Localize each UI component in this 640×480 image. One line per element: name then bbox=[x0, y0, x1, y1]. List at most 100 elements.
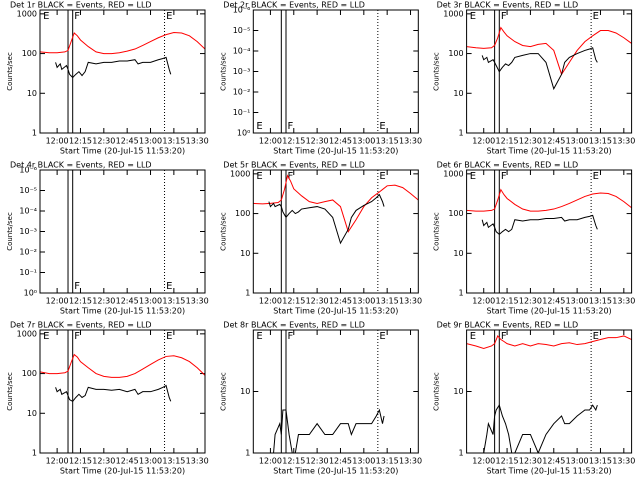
y-tick-label: 100 bbox=[448, 209, 463, 218]
y-tick-label: 1000 bbox=[443, 9, 463, 18]
annotation: E bbox=[43, 331, 49, 342]
plot-frame bbox=[466, 329, 633, 454]
annotation: E bbox=[379, 171, 385, 182]
x-tick-label: 12:30 bbox=[92, 457, 115, 466]
y-tick-label: 1 bbox=[459, 449, 464, 458]
plot-frame bbox=[466, 169, 633, 294]
x-tick-label: 13:30 bbox=[612, 137, 635, 146]
x-axis-label: Start Time (20-Jul-15 11:53:20) bbox=[273, 467, 398, 476]
x-tick-label: 13:00 bbox=[566, 457, 589, 466]
plot-frame bbox=[466, 9, 633, 134]
x-tick-label: 13:00 bbox=[352, 457, 375, 466]
x-tick-label: 12:45 bbox=[542, 137, 565, 146]
plot-frame bbox=[39, 169, 206, 294]
y-tick-label: 10⁻⁶ bbox=[19, 166, 37, 175]
panel: Det 5r BLACK = Events, RED = LLD Start Ti… bbox=[219, 161, 422, 316]
y-tick-label: 10 bbox=[240, 249, 250, 258]
y-tick-label: 10 bbox=[453, 387, 463, 396]
y-tick-label: 10 bbox=[453, 249, 463, 258]
x-tick-label: 13:00 bbox=[352, 137, 375, 146]
y-axis-label: Counts/sec bbox=[219, 212, 227, 251]
x-tick-label: 13:15 bbox=[589, 457, 612, 466]
plot-frame bbox=[39, 9, 206, 134]
annotation: E bbox=[593, 171, 599, 182]
x-axis-label: Start Time (20-Jul-15 11:53:20) bbox=[487, 147, 612, 156]
y-tick-label: 1 bbox=[459, 129, 464, 138]
x-tick-label: 12:45 bbox=[329, 137, 352, 146]
x-tick-label: 12:00 bbox=[472, 137, 495, 146]
x-axis-label: Start Time (20-Jul-15 11:53:20) bbox=[487, 467, 612, 476]
y-tick-label: 1000 bbox=[443, 169, 463, 178]
x-tick-label: 12:15 bbox=[282, 297, 305, 306]
x-tick-label: 12:00 bbox=[259, 297, 282, 306]
x-tick-label: 13:15 bbox=[162, 297, 185, 306]
x-tick-label: 13:15 bbox=[162, 137, 185, 146]
x-axis-label: Start Time (20-Jul-15 11:53:20) bbox=[60, 467, 185, 476]
x-tick-label: 12:30 bbox=[306, 137, 329, 146]
series-line bbox=[40, 31, 205, 55]
y-tick-label: 1 bbox=[245, 289, 250, 298]
annotation: E bbox=[379, 121, 385, 132]
x-tick-label: 13:00 bbox=[139, 137, 162, 146]
x-tick-label: 12:30 bbox=[519, 137, 542, 146]
y-axis-label: Counts/sec bbox=[6, 52, 14, 91]
annotation: F bbox=[501, 171, 507, 182]
x-tick-label: 12:15 bbox=[496, 457, 519, 466]
x-tick-label: 12:00 bbox=[46, 137, 69, 146]
x-tick-label: 12:00 bbox=[259, 457, 282, 466]
x-tick-label: 13:30 bbox=[612, 297, 635, 306]
x-tick-label: 13:15 bbox=[589, 137, 612, 146]
y-axis-label: Counts/sec bbox=[219, 372, 227, 411]
x-tick-label: 13:30 bbox=[399, 457, 422, 466]
y-tick-label: 10⁻³ bbox=[19, 227, 37, 236]
y-tick-label: 10 bbox=[27, 89, 37, 98]
x-axis-label: Start Time (20-Jul-15 11:53:20) bbox=[273, 307, 398, 316]
x-tick-label: 12:30 bbox=[306, 297, 329, 306]
x-tick-label: 12:00 bbox=[46, 297, 69, 306]
panel-title: Det 2r BLACK = Events, RED = LLD bbox=[223, 1, 365, 10]
x-tick-label: 12:15 bbox=[282, 457, 305, 466]
panel-title: Det 1r BLACK = Events, RED = LLD bbox=[10, 1, 152, 10]
x-axis-label: Start Time (20-Jul-15 11:53:20) bbox=[273, 147, 398, 156]
x-tick-label: 12:15 bbox=[496, 297, 519, 306]
x-tick-label: 13:00 bbox=[139, 297, 162, 306]
y-tick-label: 1000 bbox=[17, 329, 37, 338]
x-tick-label: 12:30 bbox=[519, 457, 542, 466]
y-axis-label: Counts/sec bbox=[433, 372, 441, 411]
panel: Det 1r BLACK = Events, RED = LLD Start Ti… bbox=[6, 1, 209, 156]
y-tick-label: 10⁻⁵ bbox=[233, 26, 251, 35]
y-tick-label: 10⁻³ bbox=[233, 67, 251, 76]
x-tick-label: 13:15 bbox=[162, 457, 185, 466]
series-line bbox=[268, 408, 385, 453]
series-line bbox=[466, 188, 632, 212]
series-line bbox=[482, 403, 598, 453]
y-tick-label: 10⁰ bbox=[24, 289, 37, 298]
y-tick-label: 100 bbox=[22, 49, 37, 58]
x-tick-label: 12:45 bbox=[542, 297, 565, 306]
x-tick-label: 12:15 bbox=[282, 137, 305, 146]
y-tick-label: 1 bbox=[32, 129, 37, 138]
y-tick-label: 1 bbox=[245, 449, 250, 458]
x-tick-label: 12:45 bbox=[329, 457, 352, 466]
panel-title: Det 4r BLACK = Events, RED = LLD bbox=[10, 161, 152, 170]
x-tick-label: 12:15 bbox=[69, 137, 92, 146]
y-tick-label: 10⁻⁵ bbox=[19, 186, 37, 195]
x-tick-label: 13:00 bbox=[139, 457, 162, 466]
plot-frame bbox=[252, 329, 419, 454]
annotation: E bbox=[256, 171, 262, 182]
x-tick-label: 12:30 bbox=[92, 137, 115, 146]
series-line bbox=[253, 174, 419, 233]
series-line bbox=[481, 47, 598, 91]
x-tick-label: 13:15 bbox=[589, 297, 612, 306]
plot-frame bbox=[252, 9, 419, 134]
panel-title: Det 6r BLACK = Events, RED = LLD bbox=[437, 161, 579, 170]
x-tick-label: 12:30 bbox=[92, 297, 115, 306]
y-axis-label: Counts/sec bbox=[6, 212, 14, 251]
x-axis-label: Start Time (20-Jul-15 11:53:20) bbox=[60, 307, 185, 316]
annotation: E bbox=[166, 331, 172, 342]
x-tick-label: 12:00 bbox=[472, 297, 495, 306]
series-line bbox=[55, 56, 172, 79]
panel: Det 4r BLACK = Events, RED = LLD Start Ti… bbox=[6, 161, 209, 316]
panel-title: Det 8r BLACK = Events, RED = LLD bbox=[223, 321, 365, 330]
